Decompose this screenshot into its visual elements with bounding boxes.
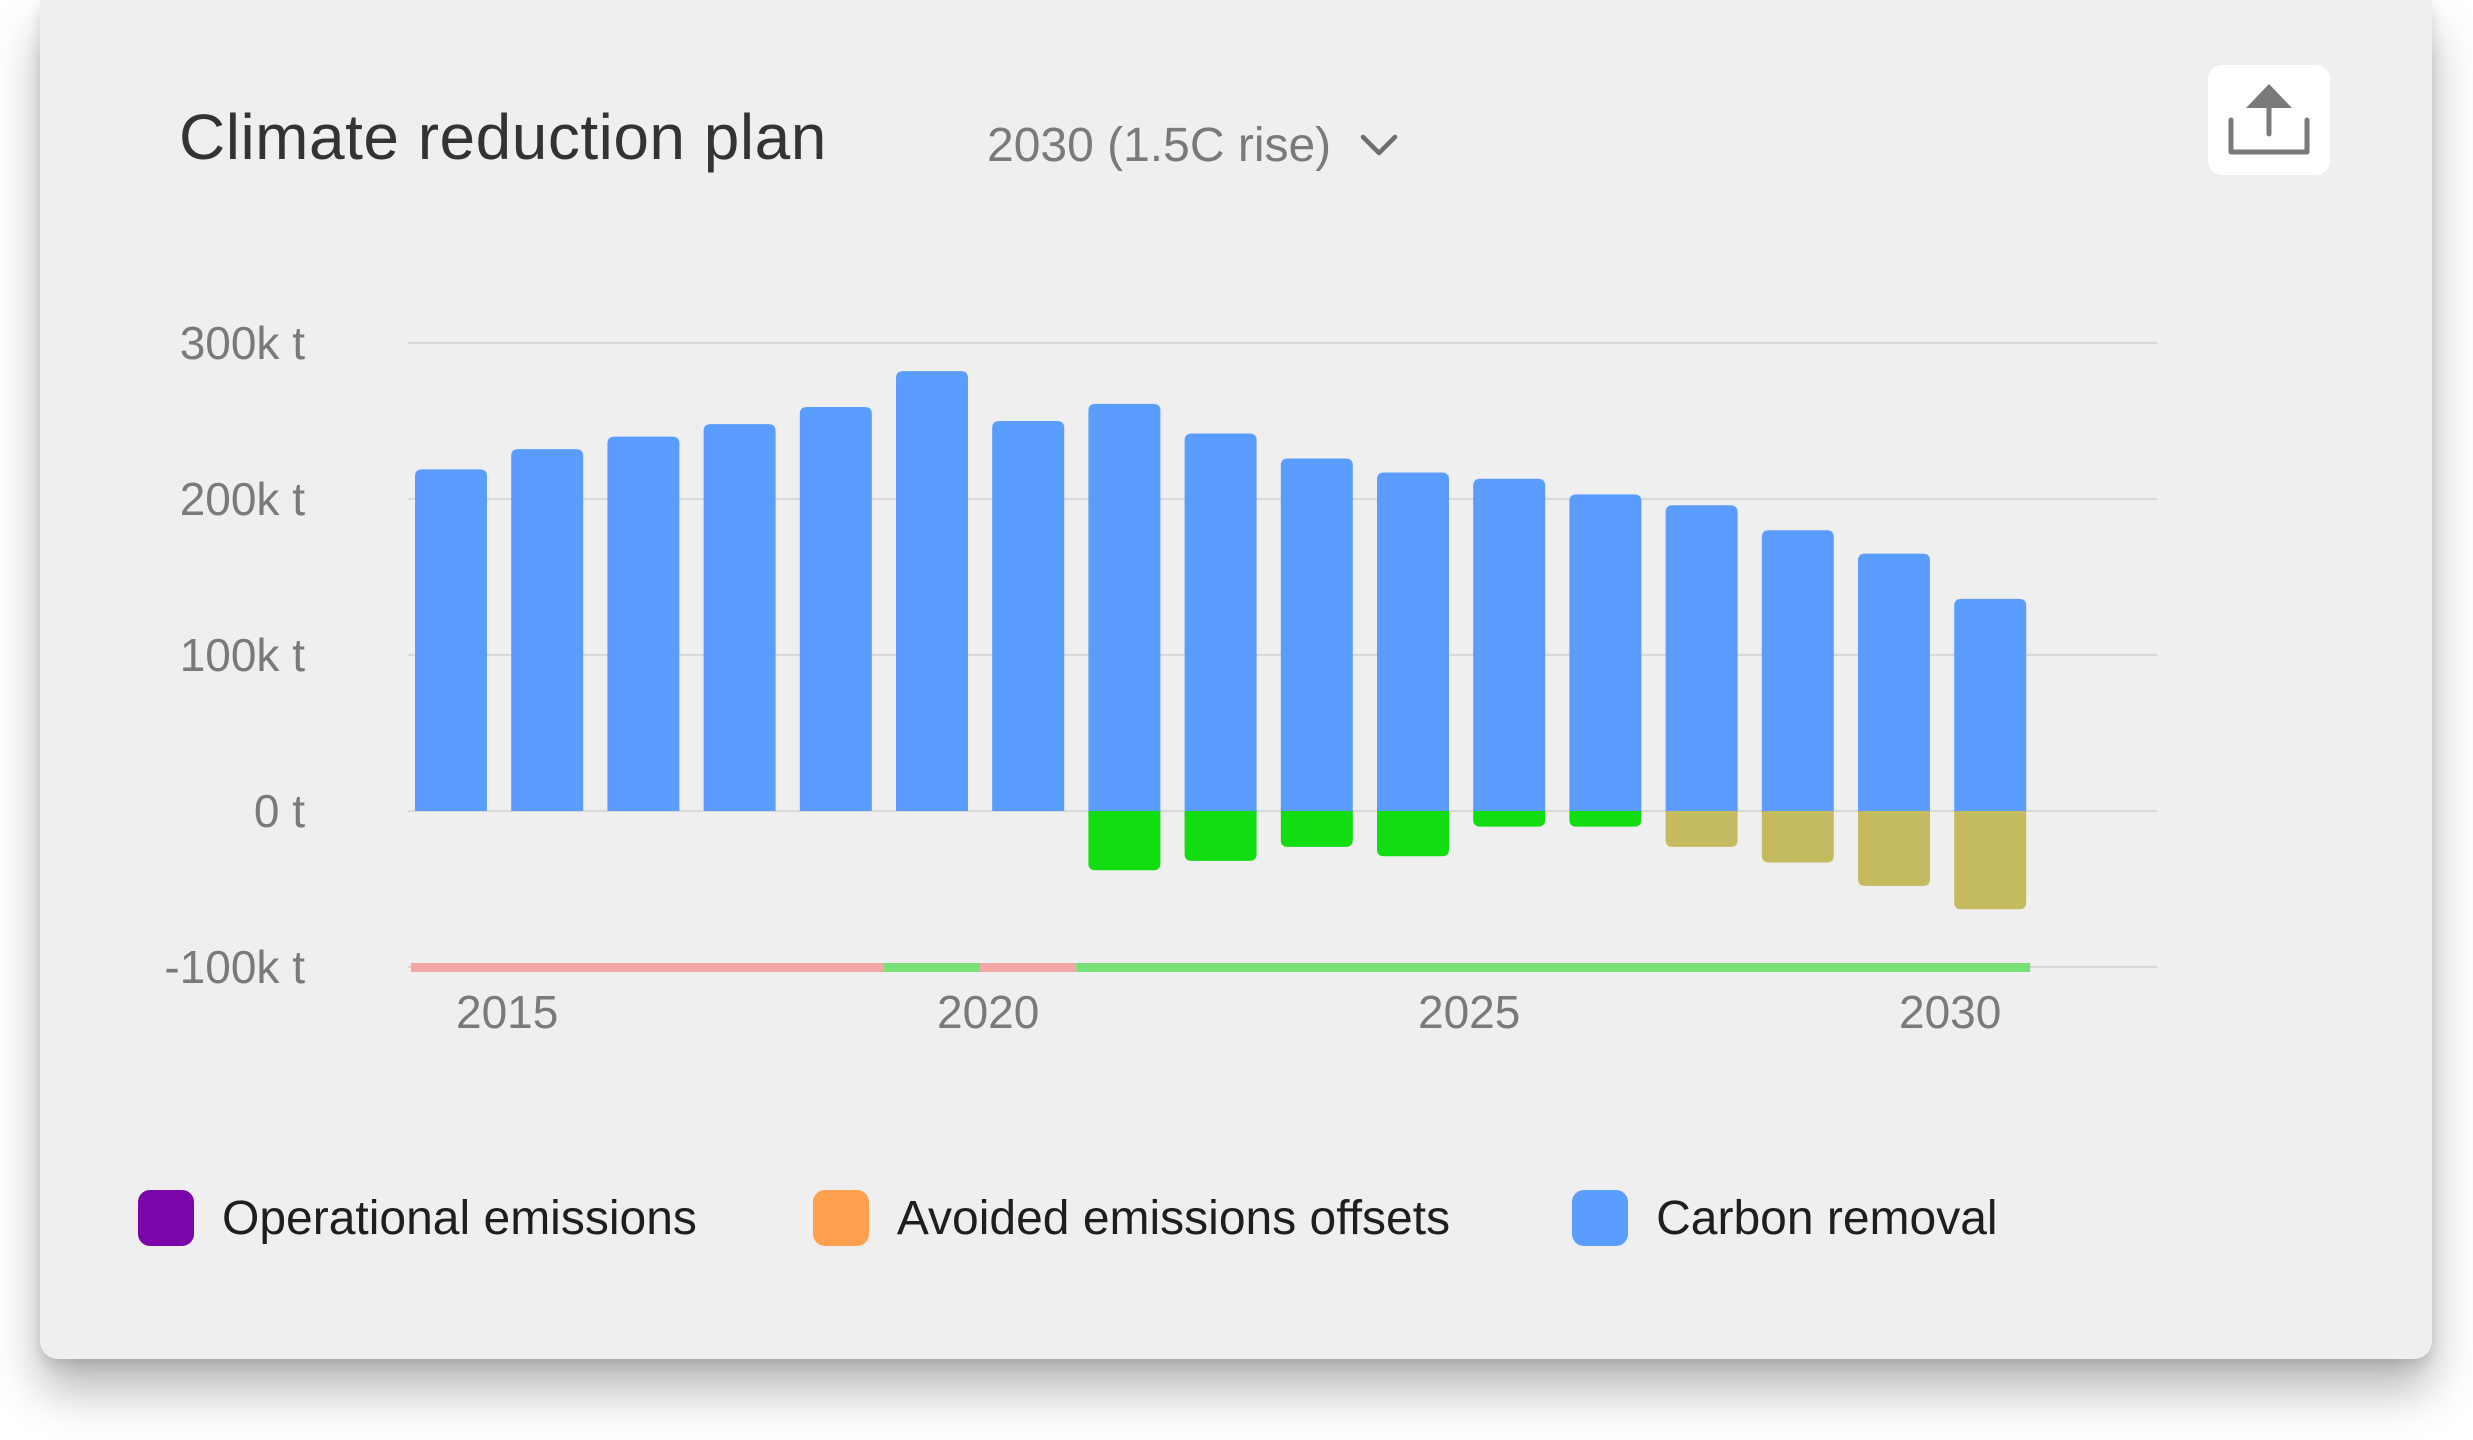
x-tick-label: 2020 (937, 986, 1039, 1038)
bar-reduction (1088, 811, 1161, 871)
legend-item-carbon-removal[interactable]: Carbon removal (1572, 1190, 1998, 1246)
bar-carbon-removal (1473, 478, 1546, 811)
bar-carbon-removal (1761, 530, 1834, 811)
bar-carbon-removal (799, 406, 872, 811)
status-band-segment (1076, 963, 2031, 972)
bar-carbon-removal (1858, 553, 1930, 811)
period-select-value: 2030 (1.5C rise) (987, 119, 1332, 172)
bar-reduction (1280, 811, 1353, 847)
bar-carbon-removal (1184, 433, 1257, 811)
legend-item-avoided[interactable]: Avoided emissions offsets (812, 1190, 1451, 1246)
bar-reduction (1665, 811, 1738, 847)
y-tick-label: 0 t (254, 785, 305, 837)
bar-carbon-removal (896, 371, 968, 811)
x-tick-label: 2025 (1418, 986, 1520, 1038)
bar-carbon-removal (1954, 598, 2027, 811)
legend-label: Carbon removal (1656, 1191, 1998, 1245)
bar-reduction (1858, 811, 1930, 886)
bar-carbon-removal (415, 469, 487, 811)
bar-reduction (1569, 811, 1642, 827)
bar-carbon-removal (1665, 505, 1738, 811)
x-tick-label: 2030 (1899, 986, 2001, 1038)
bar-carbon-removal (1569, 494, 1642, 811)
legend-item-operational[interactable]: Operational emissions (138, 1190, 697, 1246)
bar-carbon-removal (992, 421, 1065, 811)
x-tick-label: 2015 (456, 986, 558, 1038)
status-band-segment (411, 963, 884, 972)
bar-reduction (1377, 811, 1449, 857)
bar-chart: 300k t 200k t 100k t 0 t -100k t 2015 2020 202… (164, 317, 2157, 1038)
export-button[interactable] (2208, 65, 2330, 175)
bar-reduction (1761, 811, 1834, 863)
legend-swatch (1572, 1190, 1629, 1246)
legend-swatch (138, 1190, 194, 1246)
status-band-segment (883, 963, 981, 972)
y-tick-label: -100k t (164, 941, 305, 993)
y-tick-label: 300k t (180, 317, 306, 369)
upload-icon (2228, 84, 2310, 155)
bar-carbon-removal (511, 449, 584, 811)
legend-label: Operational emissions (222, 1191, 697, 1245)
legend-swatch (812, 1190, 869, 1246)
legend-label: Avoided emissions offsets (896, 1191, 1451, 1245)
bar-carbon-removal (703, 424, 776, 811)
bar-reduction (1184, 811, 1257, 861)
bar-carbon-removal (1088, 403, 1161, 811)
period-select[interactable]: 2030 (1.5C rise) (987, 118, 1399, 173)
status-band-segment (980, 963, 1077, 972)
chart-legend: Operational emissions Avoided emissions … (138, 1190, 1998, 1246)
chevron-down-icon (1360, 134, 1398, 155)
bar-carbon-removal (1377, 472, 1449, 811)
y-tick-label: 200k t (180, 473, 306, 525)
page-title: Climate reduction plan (179, 101, 827, 173)
bar-reduction (1954, 811, 2027, 910)
bar-reduction (1473, 811, 1546, 827)
y-tick-label: 100k t (180, 629, 306, 681)
bar-carbon-removal (1280, 458, 1353, 811)
bar-carbon-removal (607, 436, 680, 811)
